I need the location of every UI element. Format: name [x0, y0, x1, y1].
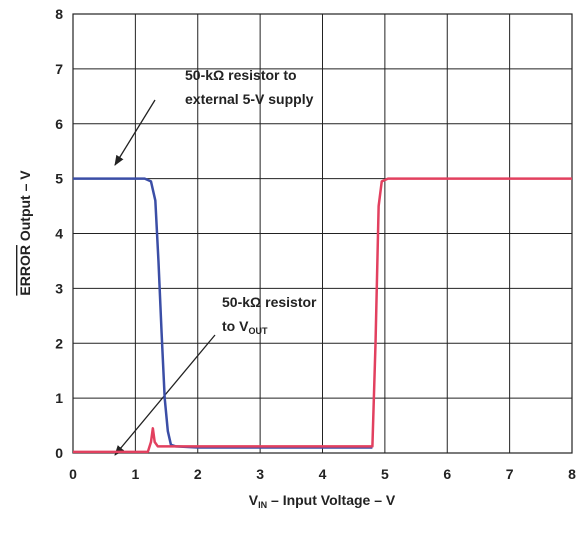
y-axis-label: ERROR Output – V — [17, 170, 33, 296]
annotation-part: OUT — [248, 326, 268, 336]
annotation-part: 50-kΩ resistor — [222, 294, 317, 310]
x-tick-label: 3 — [256, 466, 264, 482]
annotation-part: 50-kΩ resistor to — [185, 67, 297, 83]
annotation: to VOUT — [222, 318, 268, 336]
y-tick-label: 8 — [55, 6, 63, 22]
x-tick-label: 5 — [381, 466, 389, 482]
y-tick-label: 7 — [55, 61, 63, 77]
y-tick-label: 2 — [55, 335, 63, 351]
x-tick-label: 0 — [69, 466, 77, 482]
annotation: external 5-V supply — [185, 91, 314, 107]
x-tick-label: 1 — [131, 466, 139, 482]
x-axis-label: VIN – Input Voltage – V — [249, 492, 396, 510]
y-tick-label: 6 — [55, 116, 63, 132]
data-line — [73, 177, 373, 449]
y-tick-label: 4 — [55, 226, 63, 242]
y-tick-label: 5 — [55, 171, 63, 187]
annotation: 50-kΩ resistor to — [185, 67, 297, 83]
x-tick-label: 4 — [319, 466, 327, 482]
data-line — [73, 177, 572, 454]
x-axis-label-part: IN — [258, 500, 267, 510]
x-axis-label-part: – Input Voltage – V — [267, 492, 396, 508]
y-tick-label: 1 — [55, 390, 63, 406]
y-axis-label-part: Output – V — [17, 170, 33, 245]
x-tick-label: 6 — [443, 466, 451, 482]
y-tick-label: 0 — [55, 445, 63, 461]
annotation-part: to V — [222, 318, 249, 334]
x-tick-label: 2 — [194, 466, 202, 482]
annotation-part: external 5-V supply — [185, 91, 314, 107]
annotation: 50-kΩ resistor — [222, 294, 317, 310]
x-axis-label-part: V — [249, 492, 259, 508]
y-axis-label-part: ERROR — [17, 245, 33, 296]
x-tick-label: 7 — [506, 466, 514, 482]
y-tick-label: 3 — [55, 280, 63, 296]
x-tick-label: 8 — [568, 466, 576, 482]
